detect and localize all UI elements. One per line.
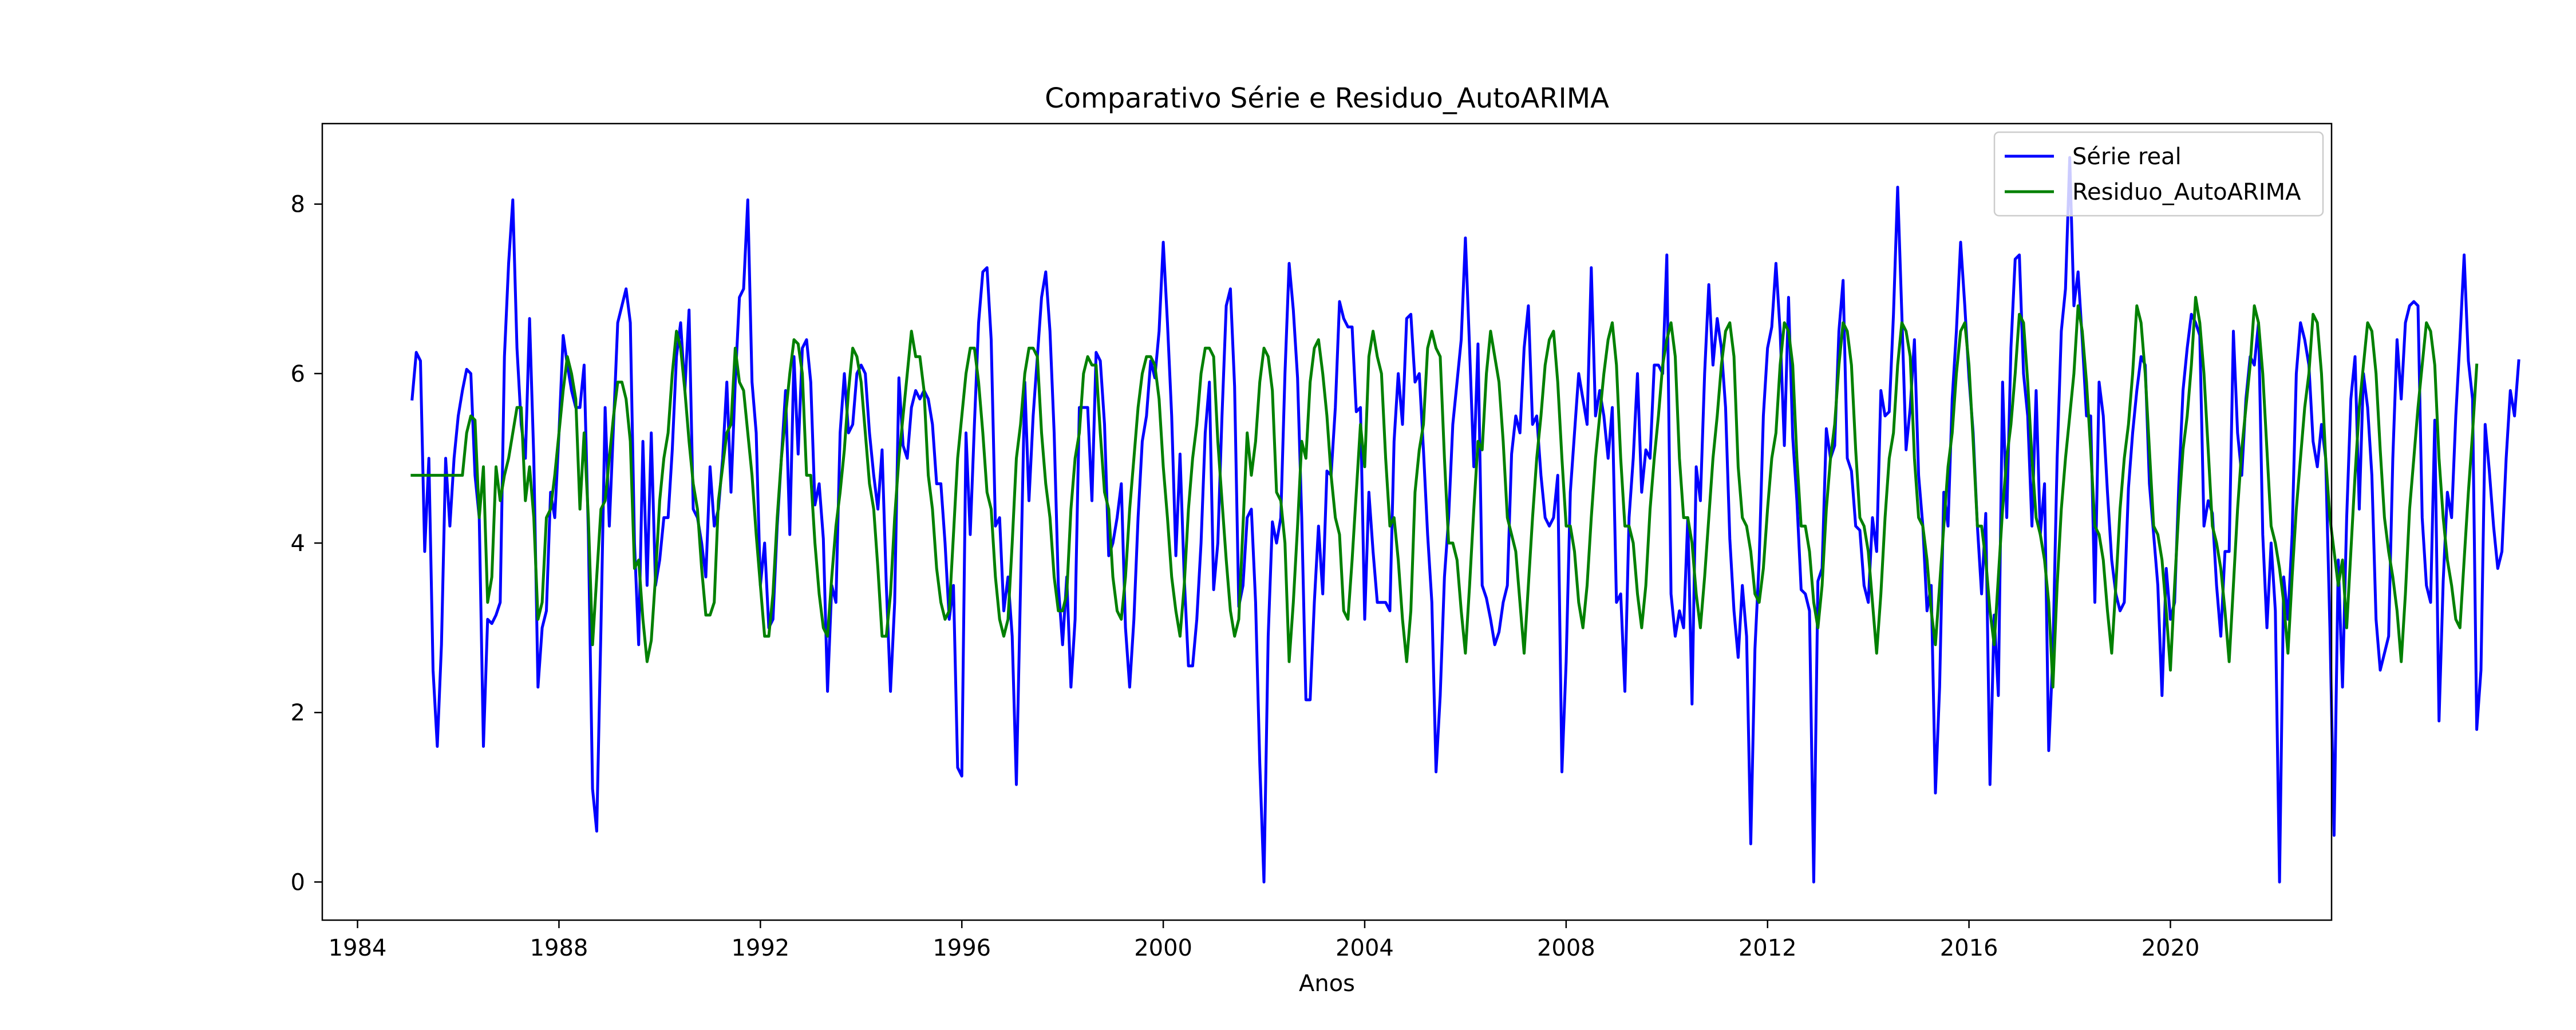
chart-title: Comparativo Série e Residuo_AutoARIMA: [1045, 82, 1609, 114]
y-tick-label-6: 6: [291, 361, 305, 387]
y-tick-label-8: 8: [291, 192, 305, 218]
x-tick-label-1988: 1988: [530, 935, 588, 961]
x-axis: 1984 1988 1992 1996 2000 2004 2008 2012 2016 2020: [329, 920, 2200, 961]
y-tick-label-2: 2: [291, 700, 305, 726]
x-tick-label-2008: 2008: [1537, 935, 1595, 961]
y-axis: 0 2 4 6 8: [291, 192, 322, 896]
series-line-1: [410, 296, 2479, 689]
series-layer: [410, 156, 2520, 884]
y-tick-label-0: 0: [291, 869, 305, 896]
x-tick-label-2012: 2012: [1739, 935, 1797, 961]
x-tick-label-1996: 1996: [933, 935, 991, 961]
legend: Série real Residuo_AutoARIMA: [1993, 131, 2324, 217]
x-tick-label-1992: 1992: [731, 935, 789, 961]
x-tick-label-2004: 2004: [1336, 935, 1394, 961]
x-tick-label-2000: 2000: [1134, 935, 1192, 961]
x-tick-label-2016: 2016: [1940, 935, 1998, 961]
legend-label-residuo-autoarima: Residuo_AutoARIMA: [2072, 179, 2301, 205]
legend-box: [1993, 131, 2324, 217]
plot-frame: [321, 122, 2333, 921]
y-tick-label-4: 4: [291, 530, 305, 557]
x-tick-label-2020: 2020: [2142, 935, 2200, 961]
x-tick-label-1984: 1984: [329, 935, 387, 961]
x-axis-label: Anos: [1299, 970, 1355, 997]
series-line-0: [410, 156, 2520, 884]
legend-label-serie-real: Série real: [2072, 144, 2182, 170]
